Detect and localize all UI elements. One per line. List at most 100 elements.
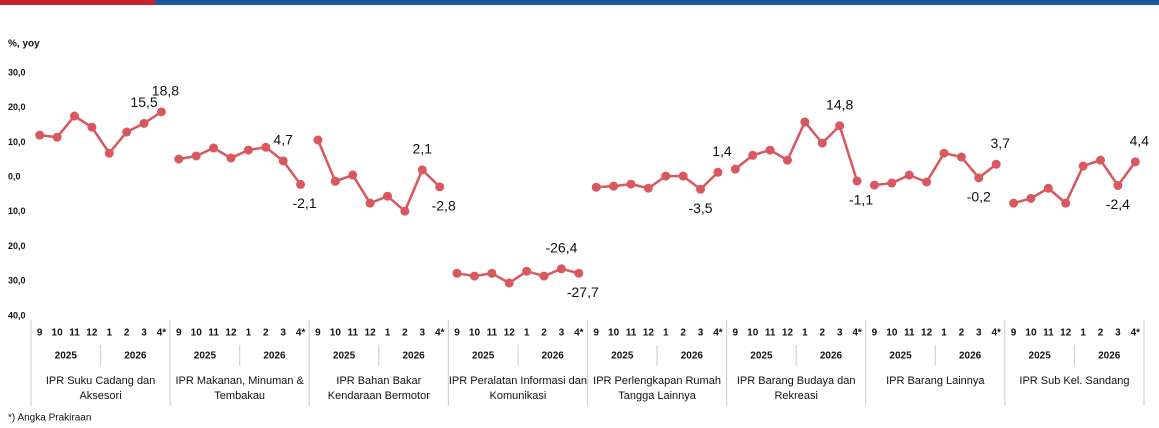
x-tick-label: 10 xyxy=(886,328,898,339)
point xyxy=(139,118,149,128)
x-tick-label: 10 xyxy=(330,328,342,339)
point xyxy=(1113,180,1123,190)
data-label: -27,7 xyxy=(567,284,599,300)
year-label: 2026 xyxy=(402,351,425,362)
top-bar-red xyxy=(0,0,155,5)
point xyxy=(348,170,358,180)
year-label: 2025 xyxy=(611,351,634,362)
x-tick-label: 3 xyxy=(837,328,843,339)
point xyxy=(1078,161,1088,171)
x-tick-label: 3 xyxy=(559,328,565,339)
x-tick-label: 12 xyxy=(225,328,237,339)
point xyxy=(539,271,549,281)
point xyxy=(35,130,45,140)
x-tick-label: 12 xyxy=(365,328,377,339)
x-tick-label: 10 xyxy=(191,328,203,339)
x-tick-label: 3 xyxy=(1115,328,1121,339)
point xyxy=(626,179,636,189)
x-tick-label: 11 xyxy=(904,328,915,339)
x-tick-label: 12 xyxy=(921,328,933,339)
year-label: 2026 xyxy=(263,351,286,362)
x-tick-label: 10 xyxy=(52,328,64,339)
x-tick-label: 10 xyxy=(469,328,481,339)
data-label: -3,5 xyxy=(688,200,712,216)
point xyxy=(887,178,897,188)
year-label: 2026 xyxy=(1098,351,1121,362)
x-tick-label: 11 xyxy=(347,328,358,339)
point xyxy=(748,150,758,160)
data-label: 18,8 xyxy=(152,83,179,99)
x-tick-label: 1 xyxy=(1080,328,1086,339)
x-tick-label: 1 xyxy=(106,328,112,339)
data-label: 3,7 xyxy=(990,135,1010,151)
y-tick-label: 20,0 xyxy=(8,102,26,112)
point xyxy=(469,271,479,281)
year-label: 2026 xyxy=(959,351,982,362)
data-label: 1,4 xyxy=(712,143,732,159)
point xyxy=(869,180,879,190)
x-tick-label: 9 xyxy=(454,328,460,339)
x-tick-label: 10 xyxy=(608,328,620,339)
y-tick-label: 20,0 xyxy=(8,241,26,251)
group-label: IPR Perlengkapan Rumah Tangga Lainnya xyxy=(593,375,721,402)
point xyxy=(713,167,723,177)
point xyxy=(1009,198,1019,208)
x-tick-label: 12 xyxy=(504,328,516,339)
point xyxy=(504,278,514,288)
x-tick-label: 3 xyxy=(420,328,426,339)
x-tick-label: 4* xyxy=(1131,328,1141,339)
x-tick-label: 12 xyxy=(643,328,655,339)
x-tick-label: 9 xyxy=(1011,328,1017,339)
x-tick-label: 3 xyxy=(280,328,286,339)
x-tick-label: 9 xyxy=(593,328,599,339)
year-label: 2025 xyxy=(1029,351,1052,362)
x-tick-label: 2 xyxy=(959,328,965,339)
data-label: 14,8 xyxy=(826,96,853,112)
group-label: IPR Sub Kel. Sandang xyxy=(1019,375,1130,387)
point xyxy=(765,145,775,155)
point xyxy=(365,198,375,208)
data-label: 2,1 xyxy=(413,141,433,157)
point xyxy=(383,191,393,201)
x-tick-label: 11 xyxy=(69,328,80,339)
point xyxy=(643,183,653,193)
data-label: -0,2 xyxy=(967,189,991,205)
x-tick-label: 12 xyxy=(782,328,794,339)
x-tick-label: 12 xyxy=(86,328,98,339)
point xyxy=(330,176,340,186)
point xyxy=(296,179,306,189)
x-tick-label: 4* xyxy=(852,328,862,339)
year-label: 2025 xyxy=(889,351,912,362)
point xyxy=(678,171,688,181)
x-tick-label: 1 xyxy=(524,328,530,339)
point xyxy=(209,143,219,153)
x-tick-label: 4* xyxy=(435,328,445,339)
data-label: -26,4 xyxy=(545,239,577,255)
y-tick-label: 30,0 xyxy=(8,276,26,286)
x-tick-label: 9 xyxy=(872,328,878,339)
x-tick-label: 4* xyxy=(157,328,167,339)
group-label: IPR Bahan Bakar Kendaraan Bermotor xyxy=(327,375,430,402)
x-tick-label: 2 xyxy=(263,328,269,339)
year-label: 2025 xyxy=(750,351,773,362)
x-tick-label: 2 xyxy=(402,328,408,339)
point xyxy=(939,148,949,158)
x-tick-label: 2 xyxy=(819,328,825,339)
point xyxy=(574,268,584,278)
point xyxy=(104,148,114,158)
data-label: -2,1 xyxy=(292,195,316,211)
point xyxy=(730,164,740,174)
point xyxy=(974,173,984,183)
year-label: 2026 xyxy=(542,351,565,362)
point xyxy=(278,156,288,166)
y-label: %, yoy xyxy=(8,39,40,50)
point xyxy=(487,268,497,278)
point xyxy=(313,135,323,145)
point xyxy=(1130,157,1140,167)
x-tick-label: 9 xyxy=(733,328,739,339)
group-label: IPR Peralatan Informasi dan Komunikasi xyxy=(448,375,588,402)
point xyxy=(696,184,706,194)
point xyxy=(800,117,810,127)
y-tick-label: 40,0 xyxy=(8,310,26,320)
